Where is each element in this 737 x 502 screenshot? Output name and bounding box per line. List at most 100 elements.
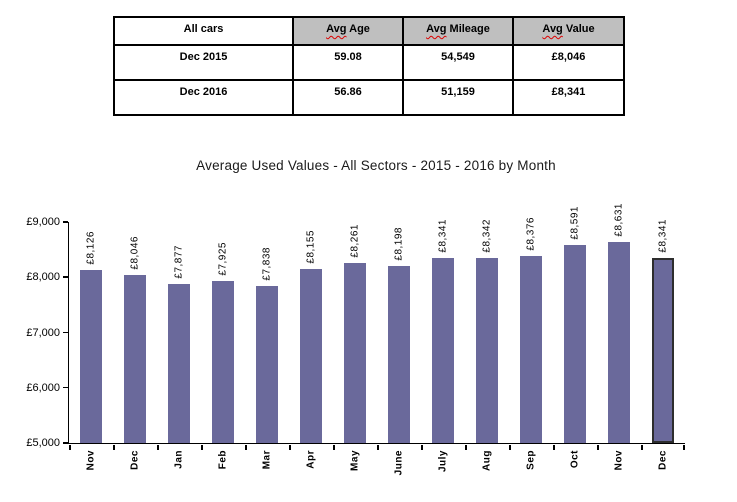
bar: [652, 258, 674, 443]
bar-value-label: £8,046: [129, 236, 141, 270]
x-axis-label: Dec: [657, 450, 669, 470]
col-header-avg-value: Avg Value: [512, 16, 625, 46]
col-header-avg-mileage: Avg Mileage: [402, 16, 514, 46]
x-axis-label: Mar: [261, 450, 273, 470]
bar: [80, 270, 102, 443]
y-axis-label: £5,000: [26, 437, 60, 449]
x-axis-tick: [465, 445, 467, 450]
bar: [388, 266, 410, 443]
y-axis-label: £6,000: [26, 381, 60, 394]
bar-column: £8,341 July: [421, 219, 465, 472]
cell-avg-age: 56.86: [292, 79, 404, 116]
chart-title: Average Used Values - All Sectors - 2015…: [196, 158, 556, 173]
bar-value-label: £7,877: [173, 245, 185, 279]
plot-area: £8,126 Nov £8,046 Dec £7,877 Jan £7,925 Feb £7,8…: [26, 203, 685, 475]
x-axis-tick: [641, 445, 643, 450]
bar: [476, 258, 498, 443]
x-axis-tick: [201, 445, 203, 450]
x-axis-label: Nov: [613, 450, 625, 471]
cell-avg-age: 59.08: [292, 44, 404, 81]
bar-value-label: £8,198: [393, 227, 405, 261]
x-axis-label: Sep: [525, 450, 537, 470]
bar: [300, 269, 322, 443]
avg-value-rest: Value: [565, 23, 595, 35]
x-axis-tick: [333, 445, 335, 450]
bar-column: £8,046 Dec: [113, 222, 157, 470]
bar-column: £8,631 Nov: [597, 203, 641, 470]
bar-value-label: £7,838: [261, 247, 273, 281]
x-axis-label: July: [437, 450, 449, 473]
x-axis-label: May: [349, 450, 361, 471]
x-axis-label: Nov: [85, 450, 97, 471]
bar-column: £7,925 Feb: [201, 222, 245, 469]
cell-avg-mileage: 51,159: [402, 79, 514, 116]
bar: [344, 263, 366, 443]
x-axis-label: Aug: [481, 450, 493, 471]
y-axis-tick: [63, 276, 68, 278]
cell-avg-value: £8,046: [512, 44, 625, 81]
avg-mileage-rest: Mileage: [449, 23, 490, 35]
table-row: Dec 2015 59.08 54,549 £8,046: [113, 44, 625, 81]
x-axis-tick: [113, 445, 115, 450]
avg-mileage-prefix: Avg: [426, 23, 447, 35]
row-label: Dec 2016: [113, 79, 294, 116]
bar-column: £8,376 Sep: [509, 217, 553, 470]
x-axis-label: Feb: [217, 450, 229, 470]
cell-avg-mileage: 54,549: [402, 44, 514, 81]
all-cars-label: All cars: [183, 23, 224, 35]
x-axis-tick: [553, 445, 555, 450]
table-row: Dec 2016 56.86 51,159 £8,341: [113, 79, 625, 116]
bar-column: £8,341 Dec: [641, 219, 685, 470]
bar-value-label: £8,126: [85, 231, 97, 265]
y-axis-tick: [63, 386, 68, 389]
bar: [608, 242, 630, 443]
x-axis-tick: [69, 445, 71, 450]
y-axis-tick: [63, 221, 68, 223]
bar-value-label: £8,591: [569, 206, 581, 240]
bar-column: £8,198 June: [377, 222, 421, 475]
x-axis-tick: [245, 445, 247, 450]
bar-value-label: £8,341: [657, 219, 669, 253]
bar: [564, 245, 586, 443]
bar-value-label: £8,261: [349, 224, 361, 258]
bar-value-label: £8,341: [437, 219, 449, 253]
summary-table: All cars Avg Age Avg Mileage Avg Value D…: [113, 16, 625, 116]
y-axis-label: £8,000: [26, 271, 60, 284]
x-axis-tick: [289, 445, 291, 450]
x-axis-tick: [683, 445, 685, 450]
avg-value-prefix: Avg: [542, 23, 563, 35]
cell-avg-value: £8,341: [512, 79, 625, 116]
row-label: Dec 2015: [113, 44, 294, 81]
bar: [168, 284, 190, 443]
bar-column: £8,342 Aug: [465, 219, 509, 471]
avg-age-rest: Age: [349, 23, 370, 35]
x-axis-tick: [421, 445, 423, 450]
bar: [432, 258, 454, 443]
avg-age-prefix: Avg: [326, 23, 347, 35]
x-axis-label: Jan: [173, 450, 185, 469]
bar-value-label: £8,155: [305, 230, 317, 264]
bar-column: £7,838 Mar: [245, 222, 289, 469]
x-axis-label: Apr: [305, 450, 317, 469]
y-axis-label: £7,000: [26, 326, 60, 339]
bar-column: £8,261 May: [333, 222, 377, 471]
y-axis-label: £9,000: [26, 216, 60, 228]
y-axis-tick: [63, 331, 68, 333]
x-axis-tick: [377, 445, 379, 450]
bar-value-label: £8,631: [613, 203, 625, 237]
bar-column: £7,877 Jan: [157, 222, 201, 469]
bar-column: £8,591 Oct: [553, 206, 597, 468]
bar-column: £8,155 Apr: [289, 222, 333, 469]
x-axis-tick: [157, 445, 159, 450]
x-axis-tick: [509, 445, 511, 450]
table-header-row: All cars Avg Age Avg Mileage Avg Value: [113, 16, 625, 46]
bar-value-label: £7,925: [217, 242, 229, 276]
x-axis-label: Dec: [129, 450, 141, 470]
bar-value-label: £8,342: [481, 219, 493, 253]
x-axis-tick: [597, 445, 599, 450]
bar-column: £8,126 Nov: [69, 222, 113, 470]
bar: [520, 256, 542, 443]
bar: [124, 275, 146, 443]
y-axis-tick: [63, 442, 68, 444]
